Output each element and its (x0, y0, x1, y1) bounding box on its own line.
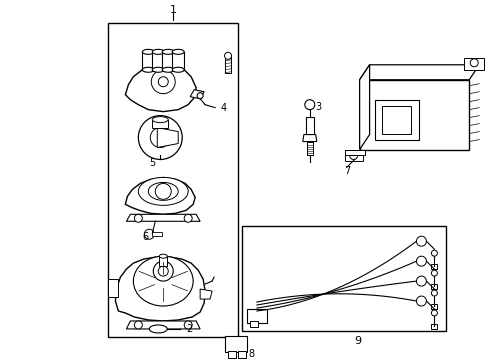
Bar (306, 117, 314, 135)
Bar (162, 52, 174, 70)
Ellipse shape (149, 325, 167, 333)
Circle shape (416, 256, 426, 266)
Bar (431, 324, 438, 329)
Ellipse shape (152, 67, 164, 72)
Circle shape (470, 59, 478, 67)
Circle shape (138, 116, 182, 159)
Circle shape (134, 214, 142, 222)
Circle shape (151, 70, 175, 94)
Circle shape (431, 310, 438, 316)
Text: 1: 1 (170, 5, 177, 15)
Ellipse shape (172, 67, 184, 72)
Polygon shape (303, 135, 317, 141)
Bar (108, 279, 119, 297)
Text: 2: 2 (186, 324, 193, 334)
Ellipse shape (152, 49, 164, 54)
Text: 9: 9 (355, 336, 362, 346)
Circle shape (184, 321, 192, 329)
Circle shape (145, 229, 154, 239)
Polygon shape (344, 149, 365, 154)
Circle shape (431, 250, 438, 256)
Bar (247, 309, 267, 323)
Polygon shape (125, 177, 195, 214)
Polygon shape (116, 256, 205, 321)
Bar (382, 106, 412, 134)
Circle shape (416, 236, 426, 246)
Circle shape (155, 183, 171, 199)
Bar (344, 149, 363, 162)
Circle shape (224, 52, 232, 59)
Polygon shape (157, 127, 178, 148)
Ellipse shape (138, 177, 188, 205)
Ellipse shape (142, 49, 154, 54)
Text: 3: 3 (316, 102, 322, 112)
Bar (238, 351, 246, 358)
Ellipse shape (162, 67, 174, 72)
Circle shape (184, 214, 192, 222)
Circle shape (431, 270, 438, 276)
Polygon shape (360, 80, 469, 149)
Polygon shape (126, 321, 200, 329)
Text: 4: 4 (220, 103, 226, 113)
Bar (465, 58, 484, 70)
Bar (307, 141, 313, 154)
Circle shape (153, 261, 173, 281)
Bar (225, 57, 231, 73)
Circle shape (305, 100, 315, 110)
Bar (152, 232, 162, 236)
Bar (152, 120, 168, 127)
Circle shape (416, 276, 426, 286)
Circle shape (158, 266, 168, 276)
Text: 5: 5 (149, 158, 155, 168)
Circle shape (134, 321, 142, 329)
Circle shape (197, 93, 203, 99)
Circle shape (431, 290, 438, 296)
Bar (431, 304, 438, 309)
Bar (142, 52, 154, 70)
Text: 8: 8 (248, 349, 254, 359)
Ellipse shape (148, 183, 178, 201)
Polygon shape (190, 90, 204, 99)
Bar (431, 264, 438, 269)
Circle shape (416, 296, 426, 306)
Ellipse shape (133, 256, 193, 306)
Circle shape (158, 77, 168, 87)
Polygon shape (360, 65, 479, 80)
Polygon shape (360, 65, 369, 149)
Ellipse shape (172, 49, 184, 54)
Text: 7: 7 (344, 166, 351, 176)
Polygon shape (125, 65, 196, 112)
Ellipse shape (162, 49, 174, 54)
Bar (374, 100, 419, 140)
Polygon shape (126, 214, 200, 221)
Bar (172, 52, 184, 70)
Ellipse shape (142, 67, 154, 72)
Text: 6: 6 (142, 232, 148, 242)
Circle shape (150, 127, 170, 148)
Bar (242, 226, 446, 331)
Polygon shape (200, 289, 212, 299)
Bar (152, 52, 164, 70)
Ellipse shape (159, 254, 167, 258)
Bar (431, 284, 438, 289)
Circle shape (350, 152, 358, 159)
Bar (159, 256, 167, 266)
Bar (250, 321, 258, 327)
Bar (108, 23, 238, 337)
Ellipse shape (152, 117, 168, 123)
Bar (225, 336, 247, 352)
Bar (228, 351, 236, 358)
